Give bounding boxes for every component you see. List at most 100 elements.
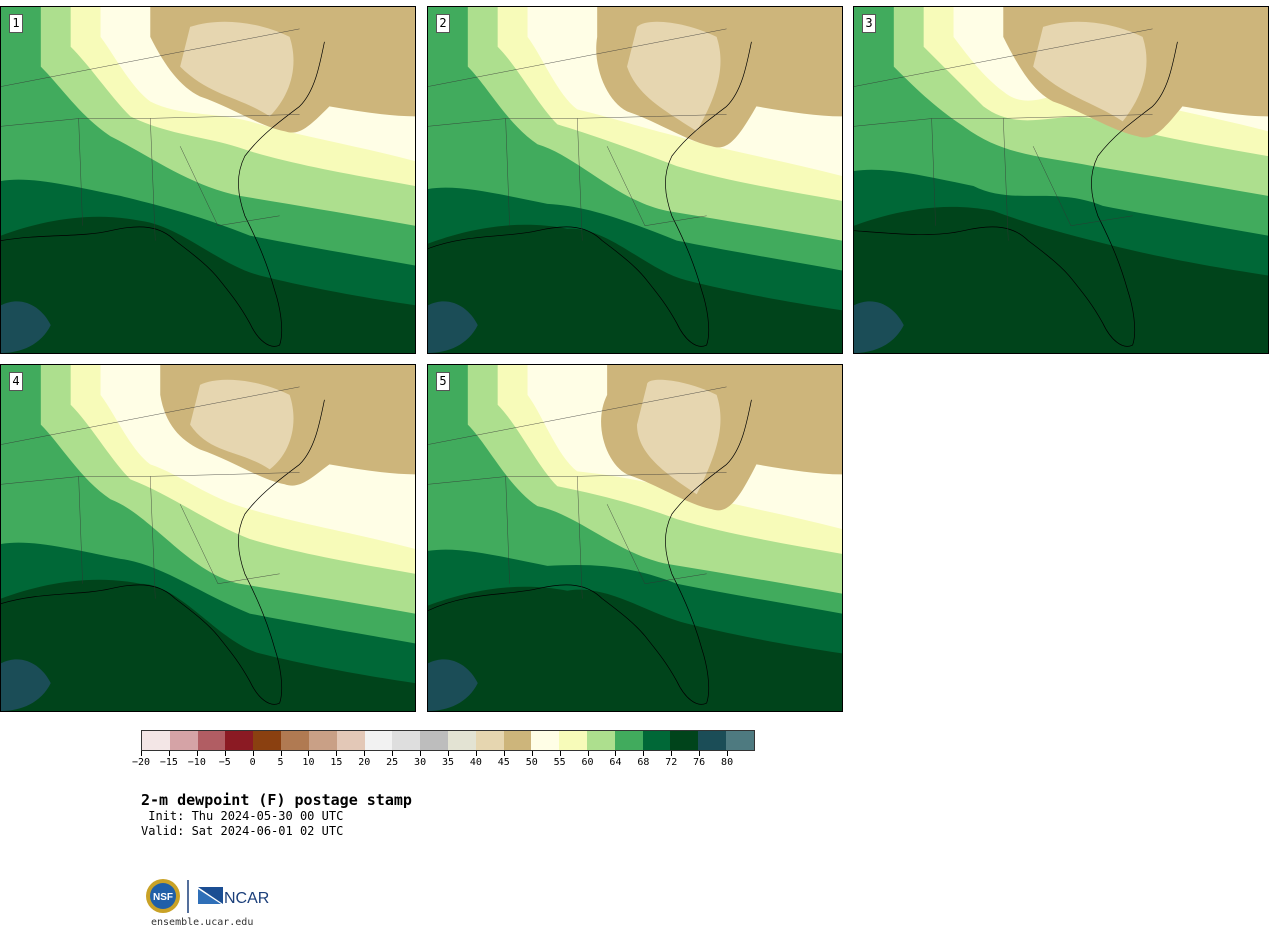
dewpoint-76-region <box>854 301 904 353</box>
colorbar-tick-label: −5 <box>218 757 231 768</box>
panel-number: 5 <box>436 372 450 391</box>
colorbar-tick-label: −15 <box>159 757 178 768</box>
colorbar-segment <box>698 731 727 750</box>
colorbar-segment <box>225 731 254 750</box>
panel-number: 3 <box>862 14 876 33</box>
colorbar-segment <box>420 731 448 750</box>
colorbar-tick <box>252 751 254 756</box>
dewpoint-76-region <box>1 659 51 711</box>
colorbar-tick <box>168 751 170 756</box>
colorbar-tick <box>643 751 645 756</box>
state-border <box>1 386 300 445</box>
figure-title: 2-m dewpoint (F) postage stamp <box>141 791 412 809</box>
dewpoint-map-1 <box>1 7 415 353</box>
colorbar-tick-label: 80 <box>721 757 734 768</box>
colorbar-segment <box>253 731 282 750</box>
colorbar-tick-label: 68 <box>637 757 650 768</box>
colorbar-tick-label: 20 <box>358 757 371 768</box>
coastline <box>1 41 325 347</box>
colorbar-segment <box>531 731 560 750</box>
state-border <box>854 28 1153 87</box>
colorbar-segment <box>364 731 393 750</box>
colorbar-segment <box>308 731 337 750</box>
colorbar-tick <box>308 751 310 756</box>
dewpoint-76-region <box>428 659 478 711</box>
colorbar-tick <box>531 751 533 756</box>
colorbar-tick-label: −20 <box>131 757 151 768</box>
colorbar-segment <box>559 731 587 750</box>
postage-stamp-panel-2: 2 <box>427 6 843 354</box>
ncar-mark-icon <box>198 887 223 904</box>
colorbar-ticks: −20 −15 −10 −5 0 5 10 15 20 25 30 35 40 45 50 55 60 64 68 7… <box>132 751 755 771</box>
state-border <box>577 476 583 599</box>
colorbar-tick <box>196 751 198 756</box>
state-border <box>150 118 156 241</box>
postage-stamp-panel-4: 4 <box>0 364 416 712</box>
init-time: Init: Thu 2024-05-30 00 UTC <box>141 809 344 823</box>
coastline <box>854 41 1178 347</box>
colorbar <box>141 730 755 751</box>
state-border <box>78 118 83 226</box>
colorbar-tick <box>475 751 477 756</box>
colorbar-tick <box>727 751 729 756</box>
state-border <box>179 146 280 226</box>
dewpoint-40-region <box>636 379 721 495</box>
colorbar-tick <box>224 751 226 756</box>
dewpoint-76-region <box>428 301 478 353</box>
dewpoint-40-region <box>627 21 721 132</box>
colorbar-tick <box>141 751 142 756</box>
colorbar-tick-label: 30 <box>414 757 427 768</box>
colorbar-tick <box>699 751 701 756</box>
colorbar-tick <box>587 751 589 756</box>
state-border <box>931 118 936 226</box>
state-border <box>1003 118 1009 241</box>
state-border <box>577 118 583 241</box>
dewpoint-40-region <box>190 379 294 470</box>
panel-number: 4 <box>9 372 23 391</box>
colorbar-tick-label: 40 <box>469 757 482 768</box>
state-border <box>78 476 83 584</box>
colorbar-tick <box>336 751 338 756</box>
colorbar-tick <box>615 751 617 756</box>
colorbar-tick <box>503 751 505 756</box>
nsf-ncar-logo: NSF NCAR <box>146 879 269 913</box>
colorbar-segment <box>197 731 226 750</box>
colorbar-tick-label: 72 <box>665 757 678 768</box>
state-border <box>1032 146 1133 226</box>
coastline <box>1 399 325 705</box>
state-border <box>606 504 707 584</box>
colorbar-segment <box>614 731 643 750</box>
colorbar-segment <box>587 731 615 750</box>
state-border <box>505 118 510 226</box>
colorbar-tick-label: 35 <box>441 757 455 768</box>
postage-stamp-panel-3: 3 <box>853 6 1269 354</box>
colorbar-tick <box>364 751 366 756</box>
colorbar-segment <box>726 731 754 750</box>
ncar-logo-text: NCAR <box>224 890 269 907</box>
colorbar-tick <box>280 751 282 756</box>
colorbar-tick-label: 10 <box>302 757 315 768</box>
coastline <box>428 399 752 705</box>
colorbar-tick-label: 45 <box>497 757 510 768</box>
colorbar-tick <box>420 751 422 756</box>
postage-stamp-panel-1: 1 <box>0 6 416 354</box>
dewpoint-76-region <box>1 301 51 353</box>
dewpoint-map-3 <box>854 7 1268 353</box>
dewpoint-map-2 <box>428 7 842 353</box>
colorbar-segment <box>281 731 309 750</box>
dewpoint-map-5 <box>428 365 842 711</box>
colorbar-tick-label: 0 <box>249 757 256 768</box>
state-border <box>428 28 727 87</box>
colorbar-segment <box>336 731 365 750</box>
colorbar-tick-label: 55 <box>553 757 566 768</box>
state-border <box>606 146 707 226</box>
panel-number: 2 <box>436 14 450 33</box>
state-border <box>505 476 510 584</box>
coastline <box>428 41 752 347</box>
valid-time: Valid: Sat 2024-06-01 02 UTC <box>141 824 344 838</box>
colorbar-segment <box>169 731 198 750</box>
colorbar-tick-label: 5 <box>277 757 284 768</box>
colorbar-tick-label: 64 <box>609 757 622 768</box>
colorbar-tick-label: 15 <box>330 757 343 768</box>
colorbar-tick-label: 76 <box>693 757 706 768</box>
